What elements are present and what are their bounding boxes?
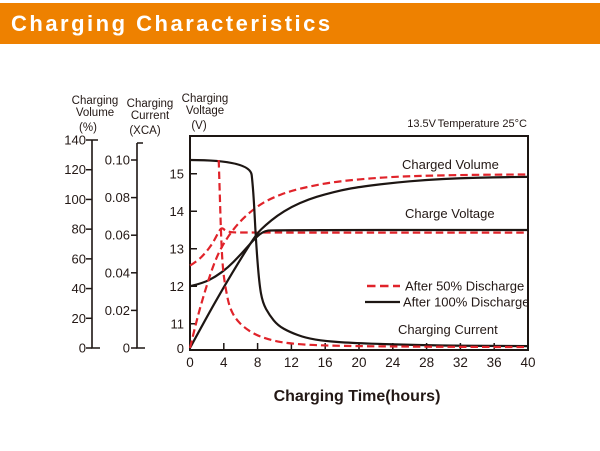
- current-axis-unit: (XCA): [129, 125, 160, 137]
- volume-tick-label: 140: [64, 133, 86, 148]
- x-tick-label: 8: [254, 355, 262, 370]
- volume-tick-label: 0: [79, 341, 86, 356]
- x-tick-label: 36: [487, 355, 502, 370]
- x-tick-label: 4: [220, 355, 228, 370]
- voltage-tick-label: 13: [170, 241, 184, 256]
- volume-tick-label: 120: [64, 162, 86, 177]
- volume-axis-title-line1: Charging: [72, 95, 119, 107]
- voltage-tick-label: 14: [170, 204, 184, 219]
- voltage-tick-label: 15: [170, 166, 184, 181]
- x-tick-label: 12: [284, 355, 299, 370]
- volume-axis-header: Charging Volume (%): [72, 95, 119, 134]
- current-tick-label: 0.10: [105, 153, 130, 168]
- current-tick-label: 0.02: [105, 303, 130, 318]
- x-axis-title: Charging Time(hours): [274, 388, 441, 405]
- x-tick-label: 40: [520, 355, 535, 370]
- volume-tick-label: 40: [72, 281, 86, 296]
- x-tick-label: 28: [419, 355, 434, 370]
- current-axis-header: Charging Current (XCA): [127, 98, 174, 137]
- voltage-axis-title-line2: Voltage: [186, 105, 224, 117]
- x-tick-label: 32: [453, 355, 468, 370]
- current-tick-label: 0.04: [105, 265, 130, 280]
- voltage-axis-header: Charging Voltage (V): [182, 93, 229, 132]
- x-tick-label: 0: [186, 355, 194, 370]
- volume-axis-unit: (%): [79, 122, 97, 134]
- voltage-axis-unit: (V): [191, 120, 207, 132]
- current-axis-title-line2: Current: [131, 110, 170, 122]
- voltage-tick-label: 12: [170, 279, 184, 294]
- volume-tick-label: 20: [72, 311, 86, 326]
- header-banner: Charging Characteristics: [0, 3, 600, 44]
- setpoint-voltage-note: 13.5V: [407, 118, 436, 130]
- axes-layer: 1401201008060402000.100.080.060.040.0201…: [64, 133, 535, 370]
- volume-axis-line: [91, 139, 100, 349]
- series-charging-current-100: [189, 158, 529, 348]
- current-tick-label: 0: [123, 341, 130, 356]
- x-tick-label: 24: [385, 355, 401, 370]
- series-charge-voltage-50: [189, 227, 528, 267]
- current-tick-label: 0.08: [105, 190, 130, 205]
- charge-voltage-annotation: Charge Voltage: [405, 206, 495, 221]
- legend-label-50: After 50% Discharge: [405, 279, 524, 294]
- series-charged-volume-50: [188, 173, 529, 349]
- volume-tick-label: 100: [64, 192, 86, 207]
- voltage-zero-label: 0: [177, 341, 184, 356]
- charged-volume-annotation: Charged Volume: [402, 157, 499, 172]
- series-charging-current-50: [217, 159, 529, 349]
- page-title: Charging Characteristics: [11, 10, 333, 36]
- legend: After 50% Discharge After 100% Discharge: [365, 279, 529, 310]
- volume-tick-label: 60: [72, 251, 86, 266]
- series-charged-volume-100: [189, 175, 529, 349]
- series-layer: [188, 158, 529, 349]
- current-axis-title-line1: Charging: [127, 98, 174, 110]
- voltage-axis-title-line1: Charging: [182, 93, 229, 105]
- current-axis-line: [136, 142, 145, 349]
- temperature-note: Temperature 25°C: [438, 118, 527, 130]
- charging-current-annotation: Charging Current: [398, 322, 498, 337]
- x-tick-label: 16: [318, 355, 333, 370]
- voltage-tick-label: 11: [171, 316, 185, 331]
- legend-label-100: After 100% Discharge: [403, 295, 529, 310]
- volume-tick-label: 80: [72, 222, 86, 237]
- x-tick-label: 20: [351, 355, 366, 370]
- current-tick-label: 0.06: [105, 228, 130, 243]
- volume-axis-title-line2: Volume: [76, 107, 114, 119]
- condition-note: 13.5V Temperature 25°C: [407, 118, 527, 130]
